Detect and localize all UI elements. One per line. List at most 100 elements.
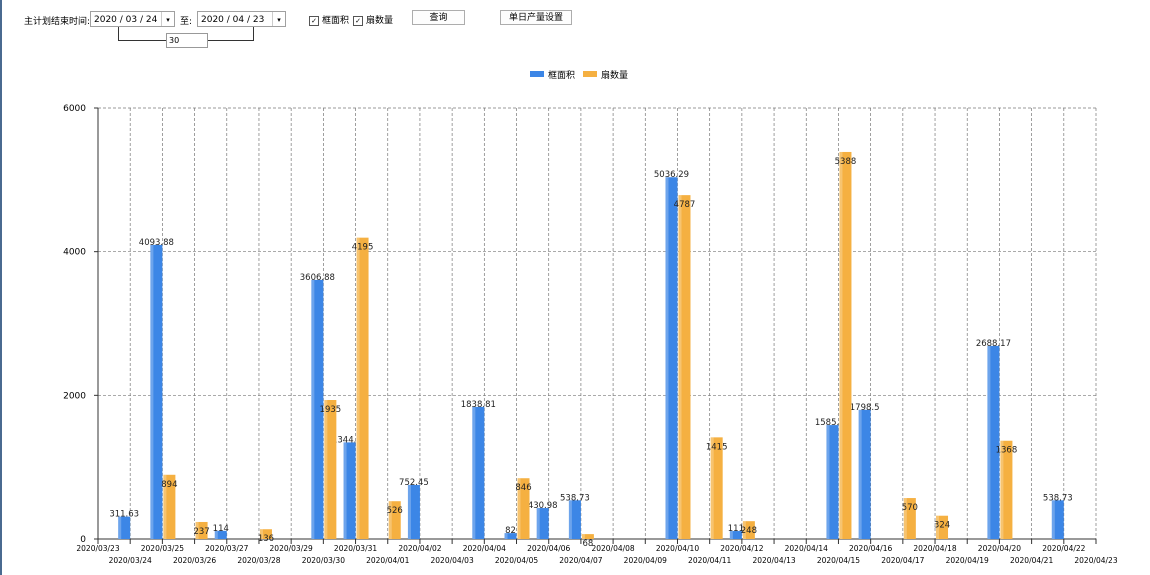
x-tick-label: 2020/04/23 xyxy=(1074,556,1117,565)
bar xyxy=(581,534,594,539)
data-label: 311.63 xyxy=(109,510,139,520)
checkbox-area-label: 框面积 xyxy=(322,16,350,26)
x-tick-label: 2020/03/29 xyxy=(270,544,313,553)
x-tick-label: 2020/04/16 xyxy=(849,544,892,553)
end-date-value: 2020 / 04 / 23 xyxy=(201,15,265,25)
chevron-down-icon[interactable]: ▾ xyxy=(161,12,174,26)
bar-highlight xyxy=(1000,440,1004,539)
bar xyxy=(324,400,337,539)
x-tick-label: 2020/04/05 xyxy=(495,556,538,565)
bar-highlight xyxy=(356,237,360,539)
bar-highlight xyxy=(839,151,843,539)
data-label: 1798.5 xyxy=(850,403,880,413)
bar xyxy=(936,515,949,539)
data-label: 111 xyxy=(728,524,744,534)
bar-highlight xyxy=(324,400,328,539)
daily-output-settings-button[interactable]: 单日产量设置 xyxy=(500,10,572,25)
data-label: 1838.81 xyxy=(461,400,496,410)
data-label: 894 xyxy=(161,480,177,490)
chevron-down-icon[interactable]: ▾ xyxy=(272,12,285,26)
bar xyxy=(710,437,723,539)
data-label: 4787 xyxy=(674,200,696,210)
legend-swatch xyxy=(530,71,544,77)
x-tick-label: 2020/04/22 xyxy=(1042,544,1085,553)
bar xyxy=(839,151,852,539)
data-label: 114 xyxy=(213,524,229,534)
bar-highlight xyxy=(536,508,540,539)
bar-highlight xyxy=(311,279,315,539)
bar-highlight xyxy=(472,406,476,539)
bar xyxy=(195,521,208,539)
data-label: 1415 xyxy=(706,442,728,452)
x-tick-label: 2020/04/02 xyxy=(398,544,441,553)
bar xyxy=(472,406,485,539)
x-tick-label: 2020/03/28 xyxy=(237,556,280,565)
bar xyxy=(536,508,549,539)
bar xyxy=(729,531,742,539)
x-tick-label: 2020/04/15 xyxy=(817,556,860,565)
days-input[interactable]: 30 xyxy=(166,33,208,48)
bar-highlight xyxy=(581,534,585,539)
data-label: 846 xyxy=(515,483,531,493)
bar-highlight xyxy=(195,521,199,539)
data-label: 5036.29 xyxy=(654,170,689,180)
bar-highlight xyxy=(214,530,218,539)
bar xyxy=(150,244,163,539)
bar-highlight xyxy=(568,500,572,539)
bar xyxy=(1051,500,1064,539)
bar xyxy=(118,516,131,539)
x-tick-label: 2020/03/30 xyxy=(302,556,345,565)
y-tick-label: 0 xyxy=(80,535,86,545)
query-button[interactable]: 查询 xyxy=(412,10,465,25)
x-tick-label: 2020/04/14 xyxy=(785,544,828,553)
x-tick-label: 2020/04/04 xyxy=(463,544,506,553)
bar xyxy=(678,195,691,539)
bar xyxy=(826,425,839,539)
bar-highlight xyxy=(858,409,862,539)
bar xyxy=(163,474,176,539)
bar xyxy=(742,521,755,539)
bar xyxy=(311,279,324,539)
checkbox-count[interactable]: ✓ 扇数量 xyxy=(353,13,393,26)
x-tick-label: 2020/03/26 xyxy=(173,556,216,565)
data-label: 538.73 xyxy=(1043,493,1073,503)
x-tick-label: 2020/04/21 xyxy=(1010,556,1053,565)
bar xyxy=(1000,440,1013,539)
bar xyxy=(356,237,369,539)
data-label: 3606.88 xyxy=(300,273,335,283)
data-label: 68 xyxy=(582,539,593,549)
data-label: 5388 xyxy=(835,157,857,167)
bar-highlight xyxy=(517,478,521,539)
bar-highlight xyxy=(678,195,682,539)
data-label: 4093.88 xyxy=(139,238,174,248)
bar-highlight xyxy=(710,437,714,539)
x-tick-label: 2020/04/20 xyxy=(978,544,1021,553)
end-date-picker[interactable]: 2020 / 04 / 23 ▾ xyxy=(197,11,286,27)
bar-highlight xyxy=(504,533,508,539)
data-label: 570 xyxy=(902,503,918,513)
date-range-label: 主计划结束时间: xyxy=(24,17,91,27)
data-label: 136 xyxy=(258,534,274,544)
data-label: 1344.95 xyxy=(332,435,367,445)
data-label: 1368 xyxy=(996,446,1018,456)
to-label: 至: xyxy=(180,17,193,27)
bar-highlight xyxy=(987,345,991,539)
x-tick-label: 2020/04/01 xyxy=(366,556,409,565)
x-tick-label: 2020/04/06 xyxy=(527,544,570,553)
x-tick-label: 2020/04/18 xyxy=(913,544,956,553)
x-tick-label: 2020/03/31 xyxy=(334,544,377,553)
checkbox-count-label: 扇数量 xyxy=(366,16,394,26)
bar-highlight xyxy=(665,177,669,539)
bar-highlight xyxy=(826,425,830,539)
checkbox-area[interactable]: ✓ 框面积 xyxy=(309,13,349,26)
y-tick-label: 4000 xyxy=(63,248,86,258)
bar xyxy=(568,500,581,539)
x-tick-label: 2020/04/07 xyxy=(559,556,602,565)
bar-highlight xyxy=(343,442,347,539)
data-label: 237 xyxy=(193,527,209,537)
x-tick-label: 2020/04/03 xyxy=(431,556,474,565)
x-tick-label: 2020/04/12 xyxy=(720,544,763,553)
start-date-picker[interactable]: 2020 / 03 / 24 ▾ xyxy=(90,11,175,27)
bar xyxy=(388,501,401,539)
start-date-value: 2020 / 03 / 24 xyxy=(94,15,158,25)
